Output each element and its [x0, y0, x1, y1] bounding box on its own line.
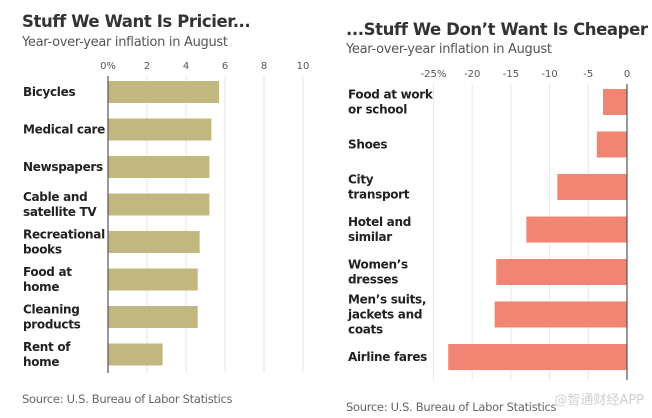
category-label-line: jackets and	[347, 308, 422, 322]
category-label: Newspapers	[23, 160, 103, 174]
category-label: City transport	[348, 173, 410, 202]
chart-subtitle: Year-over-year inflation in August	[346, 42, 552, 57]
category-label-line: Recreational	[23, 228, 105, 242]
chart-title: ...Stuff We Don’t Want Is Cheaper	[346, 20, 648, 39]
bar	[494, 301, 627, 328]
category-label: Food at home	[23, 265, 72, 294]
category-label-line: home	[23, 280, 59, 294]
x-tick-label: 0	[624, 69, 630, 80]
category-label: Shoes	[348, 138, 387, 152]
x-tick-label: -5	[583, 69, 593, 80]
category-label-line: Newspapers	[23, 160, 103, 174]
x-tick-label: 4	[183, 61, 189, 72]
category-label-line: dresses	[348, 273, 398, 287]
category-label: Hotel and similar	[348, 215, 411, 244]
category-label: Bicycles	[23, 85, 75, 99]
category-label-line: transport	[348, 188, 410, 202]
watermark: @智通财经APP	[554, 393, 644, 408]
bar	[526, 216, 627, 243]
bar-chart-right: -25% -20 -15 -10 -5 0 Food at work or school Sho…	[347, 69, 630, 380]
bar	[108, 231, 200, 253]
x-tick-label: -15	[503, 69, 519, 80]
bar-chart-left: 0% 2 4 6 8 10 Bicycles Medical care Newspapers Ca…	[23, 61, 310, 373]
bar	[108, 343, 163, 366]
bar	[557, 174, 627, 200]
category-label-line: Rent of	[23, 340, 71, 354]
bar	[596, 131, 627, 158]
chart-title: Stuff We Want Is Pricier...	[22, 12, 251, 31]
x-tick-label: -10	[541, 69, 557, 80]
category-label: Airline fares	[348, 350, 427, 364]
x-tick-label: 8	[261, 61, 267, 72]
x-tick-label: 6	[222, 61, 228, 72]
category-label-line: similar	[348, 230, 392, 244]
category-label-line: home	[23, 355, 59, 369]
bar	[108, 118, 212, 141]
x-tick-label: 2	[144, 61, 150, 72]
category-label-line: products	[23, 318, 81, 332]
bar	[603, 89, 627, 115]
x-tick-label: 0%	[100, 61, 116, 72]
category-label: Men’s suits, jackets and coats	[347, 293, 426, 337]
category-label: Cable and satellite TV	[23, 190, 97, 219]
category-label-line: coats	[348, 323, 383, 337]
category-label-line: satellite TV	[23, 205, 97, 219]
category-label: Recreational books	[23, 228, 105, 257]
chart-panel-left: Stuff We Want Is Pricier... Year-over-ye…	[22, 12, 310, 406]
category-label-line: Medical care	[23, 123, 105, 137]
category-label-line: Women’s	[348, 258, 408, 272]
category-label-line: Shoes	[348, 138, 387, 152]
bar	[108, 193, 210, 216]
category-label: Food at work or school	[348, 88, 434, 117]
source-note: Source: U.S. Bureau of Labor Statistics	[22, 392, 233, 406]
bar	[108, 306, 198, 328]
category-label: Cleaning products	[23, 303, 81, 332]
category-label-line: Hotel and	[348, 215, 411, 229]
bar	[108, 81, 220, 103]
category-label: Medical care	[23, 123, 105, 137]
x-tick-label: -25%	[421, 69, 447, 80]
category-label-line: Bicycles	[23, 85, 75, 99]
category-label: Women’s dresses	[348, 258, 408, 287]
x-tick-label: 10	[297, 61, 310, 72]
category-label: Rent of home	[23, 340, 71, 369]
category-label-line: City	[348, 173, 374, 187]
x-tick-label: -20	[464, 69, 480, 80]
category-label-line: Cable and	[23, 190, 87, 204]
category-label-line: Food at work	[348, 88, 434, 102]
chart-subtitle: Year-over-year inflation in August	[22, 35, 228, 50]
bar	[108, 268, 198, 291]
chart-panel-right: ...Stuff We Don’t Want Is Cheaper Year-o…	[326, 0, 652, 418]
source-note: Source: U.S. Bureau of Labor Statistics	[346, 400, 557, 414]
category-label-line: Men’s suits,	[348, 293, 426, 307]
category-label-line: books	[23, 243, 62, 257]
bar	[108, 156, 210, 178]
category-label-line: or school	[348, 103, 407, 117]
bar	[496, 259, 627, 285]
bar	[448, 344, 627, 370]
category-label-line: Cleaning	[23, 303, 80, 317]
category-label-line: Food at	[23, 265, 72, 279]
category-label-line: Airline fares	[348, 350, 427, 364]
